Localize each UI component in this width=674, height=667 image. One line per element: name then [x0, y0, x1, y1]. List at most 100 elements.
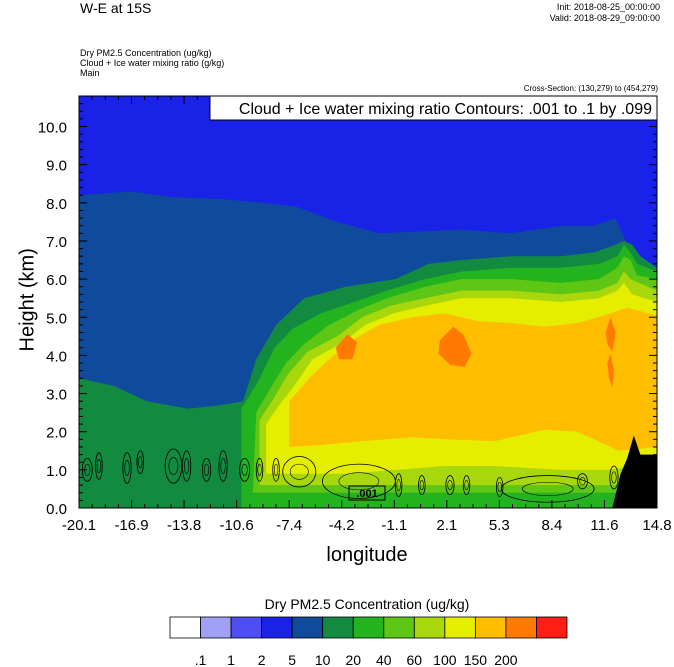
chart-title: W-E at 15S	[80, 0, 152, 16]
x-axis-label: longitude	[326, 544, 408, 566]
contour-1	[95, 452, 103, 480]
colorbar-swatch	[413, 616, 446, 639]
fill-region-10	[605, 317, 616, 352]
y-tick-label: 9.0	[46, 158, 67, 175]
run-time-info: Init: 2018-08-25_00:00:00 Valid: 2018-08…	[550, 2, 660, 24]
contour-8	[239, 458, 250, 482]
contour-info-frame	[209, 95, 658, 121]
colorbar-label: 100	[433, 652, 457, 667]
contour-7	[218, 450, 228, 482]
contour-info-text: Cloud + Ice water mixing ratio Contours:…	[239, 101, 652, 118]
x-tick-label: -13.8	[167, 517, 201, 534]
colorbar-label: 40	[376, 652, 392, 667]
y-tick-label: 6.0	[46, 272, 67, 289]
colorbar: .1 1 2 5 10 20 40 60 100 150 200	[169, 616, 568, 667]
contour-15	[445, 475, 455, 496]
contour-18	[500, 475, 595, 503]
colorbar-swatch	[474, 616, 507, 639]
contour-3	[136, 450, 144, 475]
contour-4	[164, 448, 183, 484]
contour-9	[255, 458, 264, 482]
y-axis-label: Height (km)	[16, 248, 39, 352]
contour-inner-14	[419, 480, 424, 491]
contour-inner-5	[184, 458, 190, 474]
colorbar-swatch	[230, 616, 263, 639]
x-tick-label: -4.2	[329, 517, 355, 534]
fill-region-11	[607, 353, 614, 388]
contour-19	[577, 473, 588, 490]
x-tick-label: -16.9	[114, 517, 148, 534]
contour-2	[122, 452, 132, 484]
contour-inner-8	[241, 463, 248, 476]
y-tick-label: 3.0	[46, 387, 67, 404]
colorbar-swatch	[291, 616, 324, 639]
colorbar-label: 200	[494, 652, 518, 667]
contour-inner-20	[611, 471, 617, 484]
colorbar-swatch	[352, 616, 385, 639]
y-tick-label: 7.0	[46, 234, 67, 251]
contour-inner-2	[124, 460, 130, 476]
x-tick-label: 11.6	[590, 517, 618, 534]
fill-region-8	[335, 334, 358, 360]
cross-section-label: Cross-Section: (130,279) to (454,279)	[523, 84, 658, 93]
x-tick-label: -10.6	[220, 517, 254, 534]
colorbar-label: 1	[227, 652, 235, 667]
colorbar-swatch	[200, 616, 232, 639]
x-tick-label: 8.4	[541, 517, 562, 534]
colorbar-label: 60	[407, 652, 423, 667]
valid-time: Valid: 2018-08-29_09:00:00	[549, 13, 660, 23]
contour-17	[495, 477, 504, 497]
y-tick-label: 4.0	[46, 348, 67, 365]
contour-inner-9	[257, 463, 262, 476]
contour-inner-12	[338, 472, 380, 491]
contour-14	[418, 475, 426, 496]
colorbar-label: 150	[464, 652, 488, 667]
contour-label: .001	[356, 488, 377, 500]
colorbar-swatch	[322, 616, 354, 639]
terrain	[612, 435, 657, 508]
x-axis: -20.1 -16.9 -13.8 -10.6 -7.4 -4.2 -1.1 2.1 5.3 8.…	[62, 96, 672, 534]
y-tick-label: 1.0	[46, 463, 67, 480]
field-labels: Dry PM2.5 Concentration (ug/kg) Cloud + …	[80, 48, 224, 78]
init-time: Init: 2018-08-25_00:00:00	[556, 2, 660, 12]
field-label-main: Main	[80, 68, 100, 78]
contour-inner-19	[579, 477, 586, 486]
contour-inner-15	[447, 480, 453, 491]
contour-6	[201, 458, 212, 482]
contour-5	[182, 450, 192, 482]
colorbar-label: 5	[288, 652, 296, 667]
colorbar-swatch	[383, 616, 415, 639]
y-axis: 0.0 1.0 2.0 3.0 4.0 5.0 6.0 7.0 8.0 9.0 10.0	[38, 95, 657, 518]
colorbar-title: Dry PM2.5 Concentration (ug/kg)	[264, 596, 470, 612]
y-tick-label: 10.0	[38, 120, 67, 137]
contour-info-box: Cloud + Ice water mixing ratio Contours:…	[209, 95, 658, 121]
contour-label-frame	[348, 485, 386, 501]
fill-region-9	[438, 326, 472, 367]
contour-10	[272, 458, 280, 482]
contour-inner-1	[96, 459, 101, 474]
colorbar-swatch	[169, 616, 201, 639]
x-tick-label: 14.8	[642, 517, 671, 534]
colorbar-label: .1	[195, 652, 207, 667]
contour-11	[282, 456, 317, 488]
x-tick-label: 5.3	[489, 517, 510, 534]
field-label-pm25: Dry PM2.5 Concentration (ug/kg)	[80, 48, 212, 58]
contour-16	[462, 475, 471, 496]
y-tick-label: 8.0	[46, 196, 67, 213]
contour-inner-3	[138, 456, 143, 469]
contour-inner-16	[464, 480, 469, 491]
contour-inner-7	[220, 458, 226, 474]
contour-inner-6	[203, 463, 210, 476]
contour-inner-10	[273, 463, 279, 476]
contour-inner-18	[521, 481, 574, 496]
field-label-cloud: Cloud + Ice water mixing ratio (g/kg)	[80, 58, 225, 68]
contour-label-box: .001	[348, 485, 386, 501]
colorbar-swatch	[444, 616, 476, 639]
y-tick-label: 2.0	[46, 425, 67, 442]
colorbar-label: 20	[345, 652, 361, 667]
cloud-contours	[81, 448, 619, 503]
contour-inner-4	[168, 457, 179, 475]
fill-region-7	[289, 307, 657, 451]
contour-inner-13	[396, 479, 401, 492]
